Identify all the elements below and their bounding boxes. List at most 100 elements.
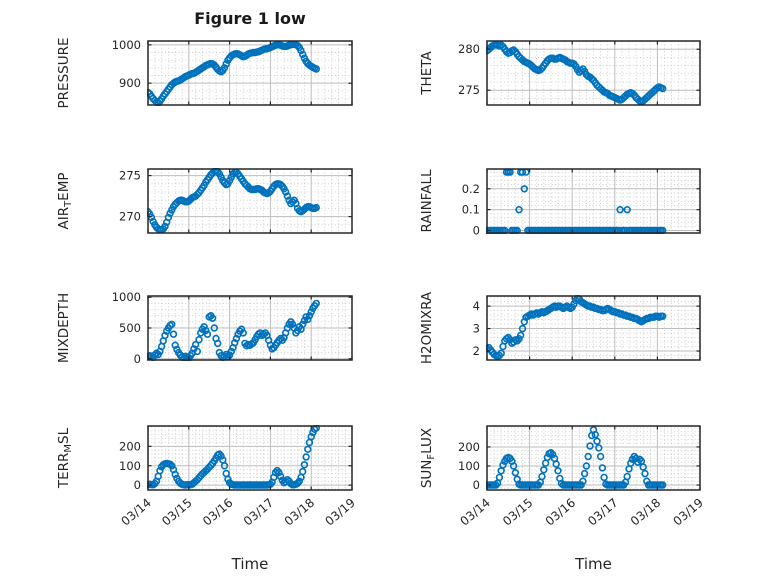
data-point xyxy=(239,329,247,337)
data-point xyxy=(232,334,241,343)
x-tick-label: 03/16 xyxy=(543,496,578,529)
data-point xyxy=(641,469,649,478)
subplot-rainfall: 0 0.1 0.2 RAINFALL xyxy=(419,168,701,237)
data-point xyxy=(203,330,212,338)
y-axis-name: THETA xyxy=(419,51,435,96)
data-point xyxy=(548,450,557,459)
x-tick-label: 03/16 xyxy=(200,496,235,529)
x-axis-label-left: Time xyxy=(231,555,269,573)
data-point xyxy=(580,469,589,478)
data-point xyxy=(299,467,307,476)
scatter-series xyxy=(147,40,320,106)
data-point xyxy=(208,314,217,322)
subplot-theta: 275 280 THETA xyxy=(419,40,701,106)
data-point xyxy=(312,299,320,308)
y-tick-label: 270 xyxy=(119,210,141,224)
axis-ticks xyxy=(147,41,353,105)
data-point xyxy=(275,468,283,477)
data-point xyxy=(166,460,174,468)
axes-box xyxy=(147,425,353,491)
y-tick-label: 0.2 xyxy=(462,182,480,196)
scatter-series xyxy=(147,299,320,361)
data-point xyxy=(171,341,179,349)
data-point xyxy=(616,206,624,214)
subplot-terr-msl: 0 100 200 03/14 03/15 03/16 03/17 03/18 03/19 TER… xyxy=(56,425,358,529)
x-tick-label: 03/19 xyxy=(670,496,705,529)
y-axis-name: AIRTEMP xyxy=(56,172,74,229)
y-tick-label: 1000 xyxy=(112,38,141,52)
data-point xyxy=(639,463,647,471)
data-point xyxy=(276,334,285,343)
data-point xyxy=(586,442,594,450)
y-axis-name: TERRMSL xyxy=(56,427,74,489)
y-tick-label: 3 xyxy=(473,322,480,336)
data-point xyxy=(577,481,585,489)
data-point xyxy=(595,444,603,452)
data-point xyxy=(538,472,546,481)
data-point xyxy=(623,472,631,481)
data-point xyxy=(518,324,527,333)
data-point xyxy=(596,452,605,461)
axes-box xyxy=(147,40,353,106)
y-tick-label: 0.1 xyxy=(462,203,480,217)
data-point xyxy=(299,320,307,328)
axis-ticks xyxy=(486,41,701,105)
axis-ticks xyxy=(147,169,353,233)
axes-box xyxy=(486,425,701,491)
axis-ticks xyxy=(147,296,353,360)
data-point xyxy=(593,437,601,445)
data-point xyxy=(628,89,637,98)
data-point xyxy=(283,324,292,332)
x-tick-label: 03/14 xyxy=(457,496,492,529)
data-point xyxy=(307,308,315,316)
data-point xyxy=(540,466,548,474)
data-point xyxy=(231,339,239,347)
data-point xyxy=(300,461,309,469)
data-point xyxy=(499,461,507,469)
data-point xyxy=(295,477,303,485)
subplot-sun-flux: 0 100 200 03/14 03/15 03/16 03/17 03/18 03/19 SUN… xyxy=(419,425,706,529)
minor-grid xyxy=(487,169,700,233)
data-point xyxy=(299,50,307,59)
x-tick-label: 03/18 xyxy=(628,496,663,529)
y-tick-label: 100 xyxy=(119,459,141,473)
data-point xyxy=(598,464,607,472)
subplot-air-temp: 270 275 AIRTEMP xyxy=(56,168,353,234)
y-axis-name: PRESSURE xyxy=(56,38,72,109)
data-point xyxy=(302,453,310,461)
axis-ticks xyxy=(486,296,701,360)
data-point xyxy=(520,185,528,193)
data-point xyxy=(156,466,164,475)
scatter-series xyxy=(486,40,667,106)
figure-title: Figure 1 low xyxy=(194,9,306,28)
data-point xyxy=(193,347,202,356)
data-point xyxy=(497,349,505,357)
data-point xyxy=(582,462,591,470)
data-point xyxy=(591,430,599,439)
axis-ticks xyxy=(486,169,701,233)
data-point xyxy=(658,481,667,489)
minor-grid xyxy=(487,426,700,490)
y-tick-label: 0 xyxy=(473,223,480,237)
data-point xyxy=(283,192,292,200)
y-tick-label: 4 xyxy=(473,299,480,313)
subplot-h2omixra: 2 3 4 H2OMIXRA xyxy=(419,291,701,364)
scatter-series xyxy=(147,425,320,489)
x-tick-label: 03/17 xyxy=(585,496,620,529)
data-point xyxy=(161,222,169,231)
y-axis-name: SUNFLUX xyxy=(419,428,437,488)
data-point xyxy=(552,460,560,468)
x-tick-label: 03/17 xyxy=(241,496,276,529)
y-tick-label: 500 xyxy=(119,321,141,335)
data-point xyxy=(202,326,210,335)
major-grid xyxy=(148,296,352,360)
y-tick-label: 0 xyxy=(134,478,141,492)
data-point xyxy=(658,84,667,93)
y-tick-label: 900 xyxy=(119,76,141,90)
data-point xyxy=(168,320,176,328)
data-point xyxy=(282,188,290,196)
data-point xyxy=(217,452,225,460)
data-point xyxy=(516,331,525,339)
